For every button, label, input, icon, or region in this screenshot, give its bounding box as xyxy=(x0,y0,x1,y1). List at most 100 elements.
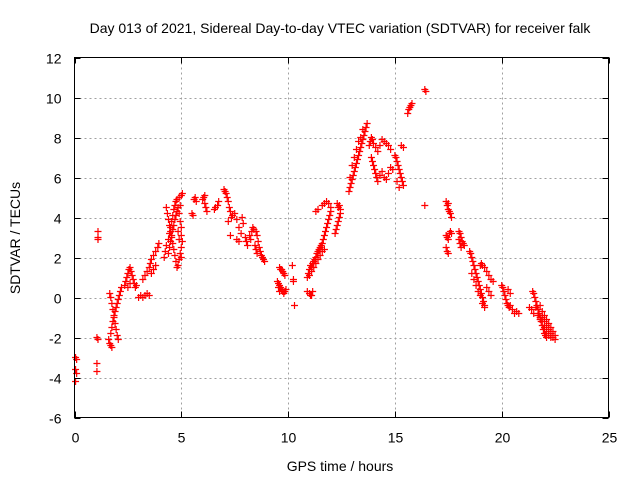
data-point xyxy=(536,302,544,309)
data-point xyxy=(355,152,363,159)
data-point xyxy=(448,214,456,221)
data-point xyxy=(169,240,177,247)
data-point xyxy=(551,332,559,339)
data-point xyxy=(444,250,452,257)
data-point xyxy=(246,232,254,239)
data-point xyxy=(404,110,412,117)
data-point xyxy=(318,240,326,247)
data-point xyxy=(310,264,318,271)
data-point xyxy=(155,240,163,247)
data-point xyxy=(254,238,262,245)
data-point xyxy=(470,262,478,269)
data-point xyxy=(128,272,136,279)
y-tick-label: 2 xyxy=(54,251,62,267)
data-point xyxy=(372,170,380,177)
data-point xyxy=(231,210,239,217)
data-point xyxy=(397,174,405,181)
data-point xyxy=(224,218,232,225)
data-point xyxy=(152,248,160,255)
data-point xyxy=(474,278,482,285)
data-point xyxy=(166,244,174,251)
data-point xyxy=(173,264,181,271)
data-point xyxy=(499,284,507,291)
data-point xyxy=(376,142,384,149)
data-point xyxy=(345,188,353,195)
data-point xyxy=(357,134,365,141)
data-point xyxy=(335,214,343,221)
data-point xyxy=(323,224,331,231)
data-point xyxy=(538,308,546,315)
data-point xyxy=(320,232,328,239)
data-point xyxy=(531,294,539,301)
data-point xyxy=(167,228,175,235)
data-point xyxy=(393,158,401,165)
data-point xyxy=(368,136,376,143)
data-point xyxy=(199,196,207,203)
data-point xyxy=(222,190,230,197)
data-point xyxy=(170,246,178,253)
data-point xyxy=(350,154,358,161)
data-point xyxy=(376,172,384,179)
data-point xyxy=(483,268,491,275)
data-point xyxy=(442,244,450,251)
data-point xyxy=(143,268,151,275)
data-point xyxy=(508,306,516,313)
data-point xyxy=(396,170,404,177)
data-point xyxy=(312,260,320,267)
data-point xyxy=(114,296,122,303)
data-point xyxy=(399,182,407,189)
data-point xyxy=(177,232,185,239)
data-point xyxy=(309,288,317,295)
data-point xyxy=(253,232,261,239)
data-point xyxy=(252,228,260,235)
data-point xyxy=(177,244,185,251)
data-point xyxy=(242,238,250,245)
data-point xyxy=(93,360,101,367)
data-point xyxy=(171,252,179,259)
data-point xyxy=(532,298,540,305)
x-tick-label: 0 xyxy=(72,430,80,446)
x-tick-labels: 0 5 10 15 20 25 xyxy=(72,430,618,446)
data-point xyxy=(347,180,355,187)
data-point xyxy=(332,226,340,233)
data-point xyxy=(530,290,538,297)
data-point xyxy=(326,212,334,219)
data-point xyxy=(146,260,154,267)
data-point xyxy=(363,120,371,127)
x-tick-label: 15 xyxy=(388,430,404,446)
data-point xyxy=(215,198,223,205)
data-point xyxy=(305,272,313,279)
data-point xyxy=(382,176,390,183)
data-point xyxy=(241,234,249,241)
data-point xyxy=(506,302,514,309)
data-point xyxy=(172,258,180,265)
axis-ticks xyxy=(74,57,610,419)
data-point xyxy=(203,208,211,215)
data-point xyxy=(291,302,299,309)
data-point xyxy=(247,236,255,243)
x-tick-label: 25 xyxy=(602,430,618,446)
data-point xyxy=(164,216,172,223)
data-point xyxy=(163,210,171,217)
data-point xyxy=(528,306,536,313)
data-point xyxy=(168,234,176,241)
chart-title: Day 013 of 2021, Sidereal Day-to-day VTE… xyxy=(90,20,592,36)
data-point xyxy=(352,160,360,167)
data-point xyxy=(359,126,367,133)
data-point xyxy=(324,220,332,227)
data-point xyxy=(545,320,553,327)
data-point xyxy=(469,258,477,265)
data-point xyxy=(177,254,185,261)
data-point xyxy=(288,262,296,269)
data-point xyxy=(371,166,379,173)
data-point xyxy=(201,200,209,207)
data-point xyxy=(384,170,392,177)
data-point xyxy=(244,242,252,249)
data-point xyxy=(202,204,210,211)
data-point xyxy=(314,206,322,213)
data-point xyxy=(126,264,134,271)
data-point xyxy=(93,368,101,375)
data-point xyxy=(225,204,233,211)
data-point xyxy=(177,224,185,231)
data-point xyxy=(261,258,269,265)
